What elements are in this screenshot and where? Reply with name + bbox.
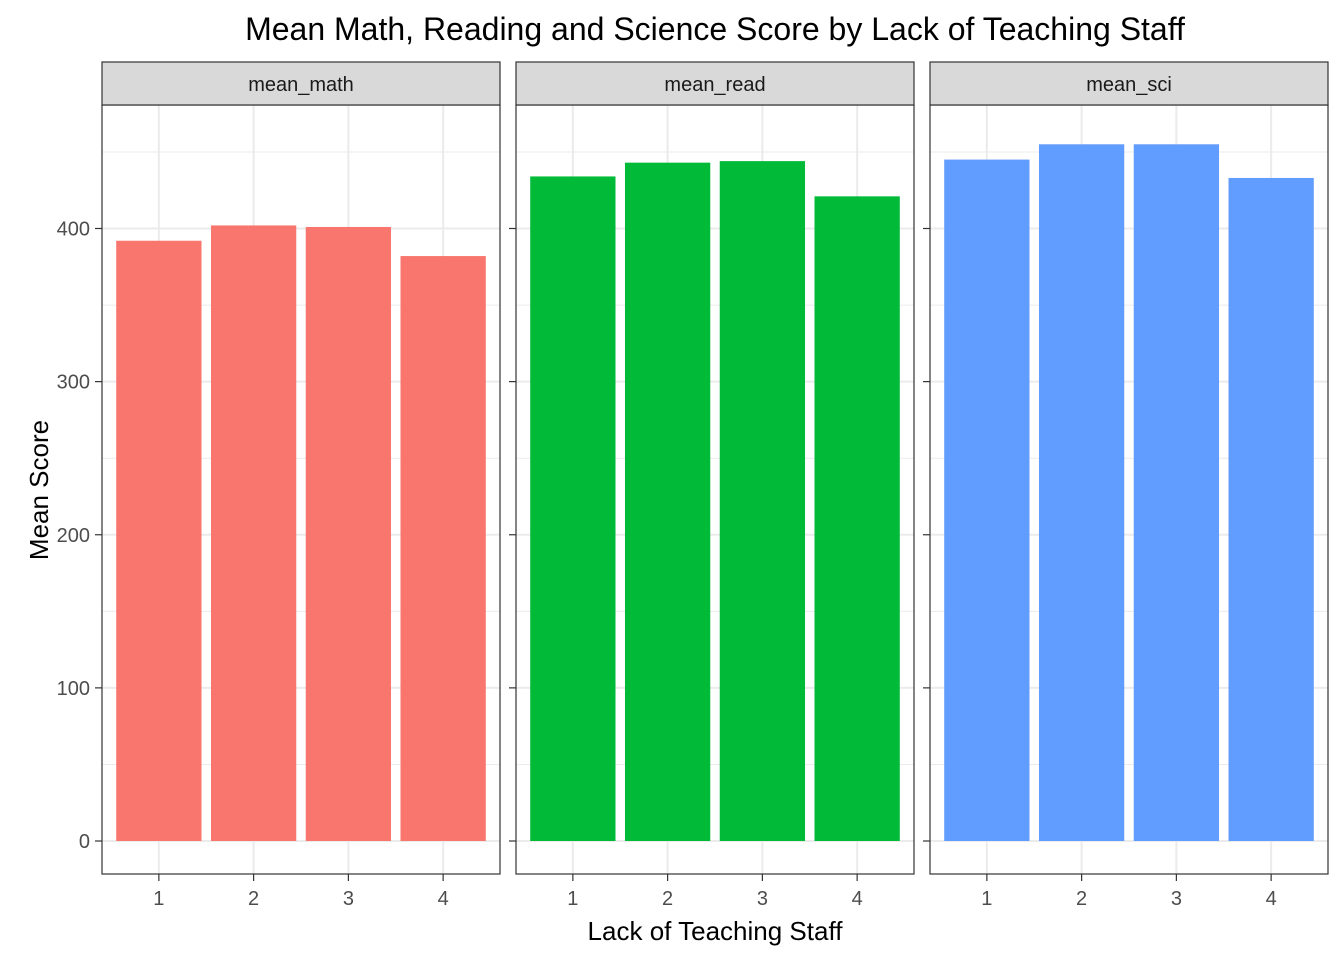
x-tick-label: 3 [343, 888, 354, 910]
x-tick-label: 1 [153, 888, 164, 910]
y-tick-label: 300 [57, 372, 90, 394]
x-tick-label: 2 [662, 888, 673, 910]
facet-panel-mean_read: mean_read 1 2 3 4 [509, 61, 915, 910]
bar-mean_math-3 [305, 226, 392, 841]
y-tick-label: 200 [57, 525, 90, 547]
x-tick-label: 3 [1171, 888, 1182, 910]
facet-panel-mean_math: mean_math 1 2 3 4 0 100 200 300 400 [57, 61, 501, 910]
facet-strip [515, 61, 915, 106]
x-tick-label: 2 [248, 888, 259, 910]
y-tick-label: 400 [57, 219, 90, 241]
bar-mean_math-2 [210, 225, 297, 841]
bar-mean_sci-3 [1133, 144, 1220, 841]
bar-mean_read-1 [530, 176, 616, 841]
facet-panel-mean_sci: mean_sci 1 2 3 4 [923, 61, 1329, 910]
facet-strip [929, 61, 1329, 106]
x-axis-title: Lack of Teaching Staff [588, 916, 844, 946]
facet-strip-label: mean_read [664, 74, 765, 96]
bar-mean_read-2 [624, 162, 711, 841]
bar-mean_read-4 [814, 196, 900, 841]
x-tick-label: 1 [981, 888, 992, 910]
chart-title: Mean Math, Reading and Science Score by … [245, 11, 1185, 47]
x-tick-label: 2 [1076, 888, 1087, 910]
bar-mean_sci-4 [1228, 177, 1314, 841]
bar-mean_sci-1 [944, 159, 1030, 841]
bar-mean_read-3 [719, 161, 806, 841]
x-tick-label: 4 [1266, 888, 1277, 910]
x-tick-label: 1 [567, 888, 578, 910]
facet-strip-label: mean_math [248, 74, 354, 96]
x-tick-label: 4 [438, 888, 449, 910]
bar-mean_math-1 [116, 240, 202, 841]
bar-mean_sci-2 [1038, 144, 1125, 841]
facet-strip-label: mean_sci [1086, 74, 1172, 96]
x-tick-label: 3 [757, 888, 768, 910]
y-tick-label: 100 [57, 678, 90, 700]
bar-mean_math-4 [400, 256, 486, 841]
y-tick-label: 0 [79, 831, 90, 853]
facet-strip [101, 61, 501, 106]
y-axis-title: Mean Score [24, 420, 54, 560]
x-tick-label: 4 [852, 888, 863, 910]
